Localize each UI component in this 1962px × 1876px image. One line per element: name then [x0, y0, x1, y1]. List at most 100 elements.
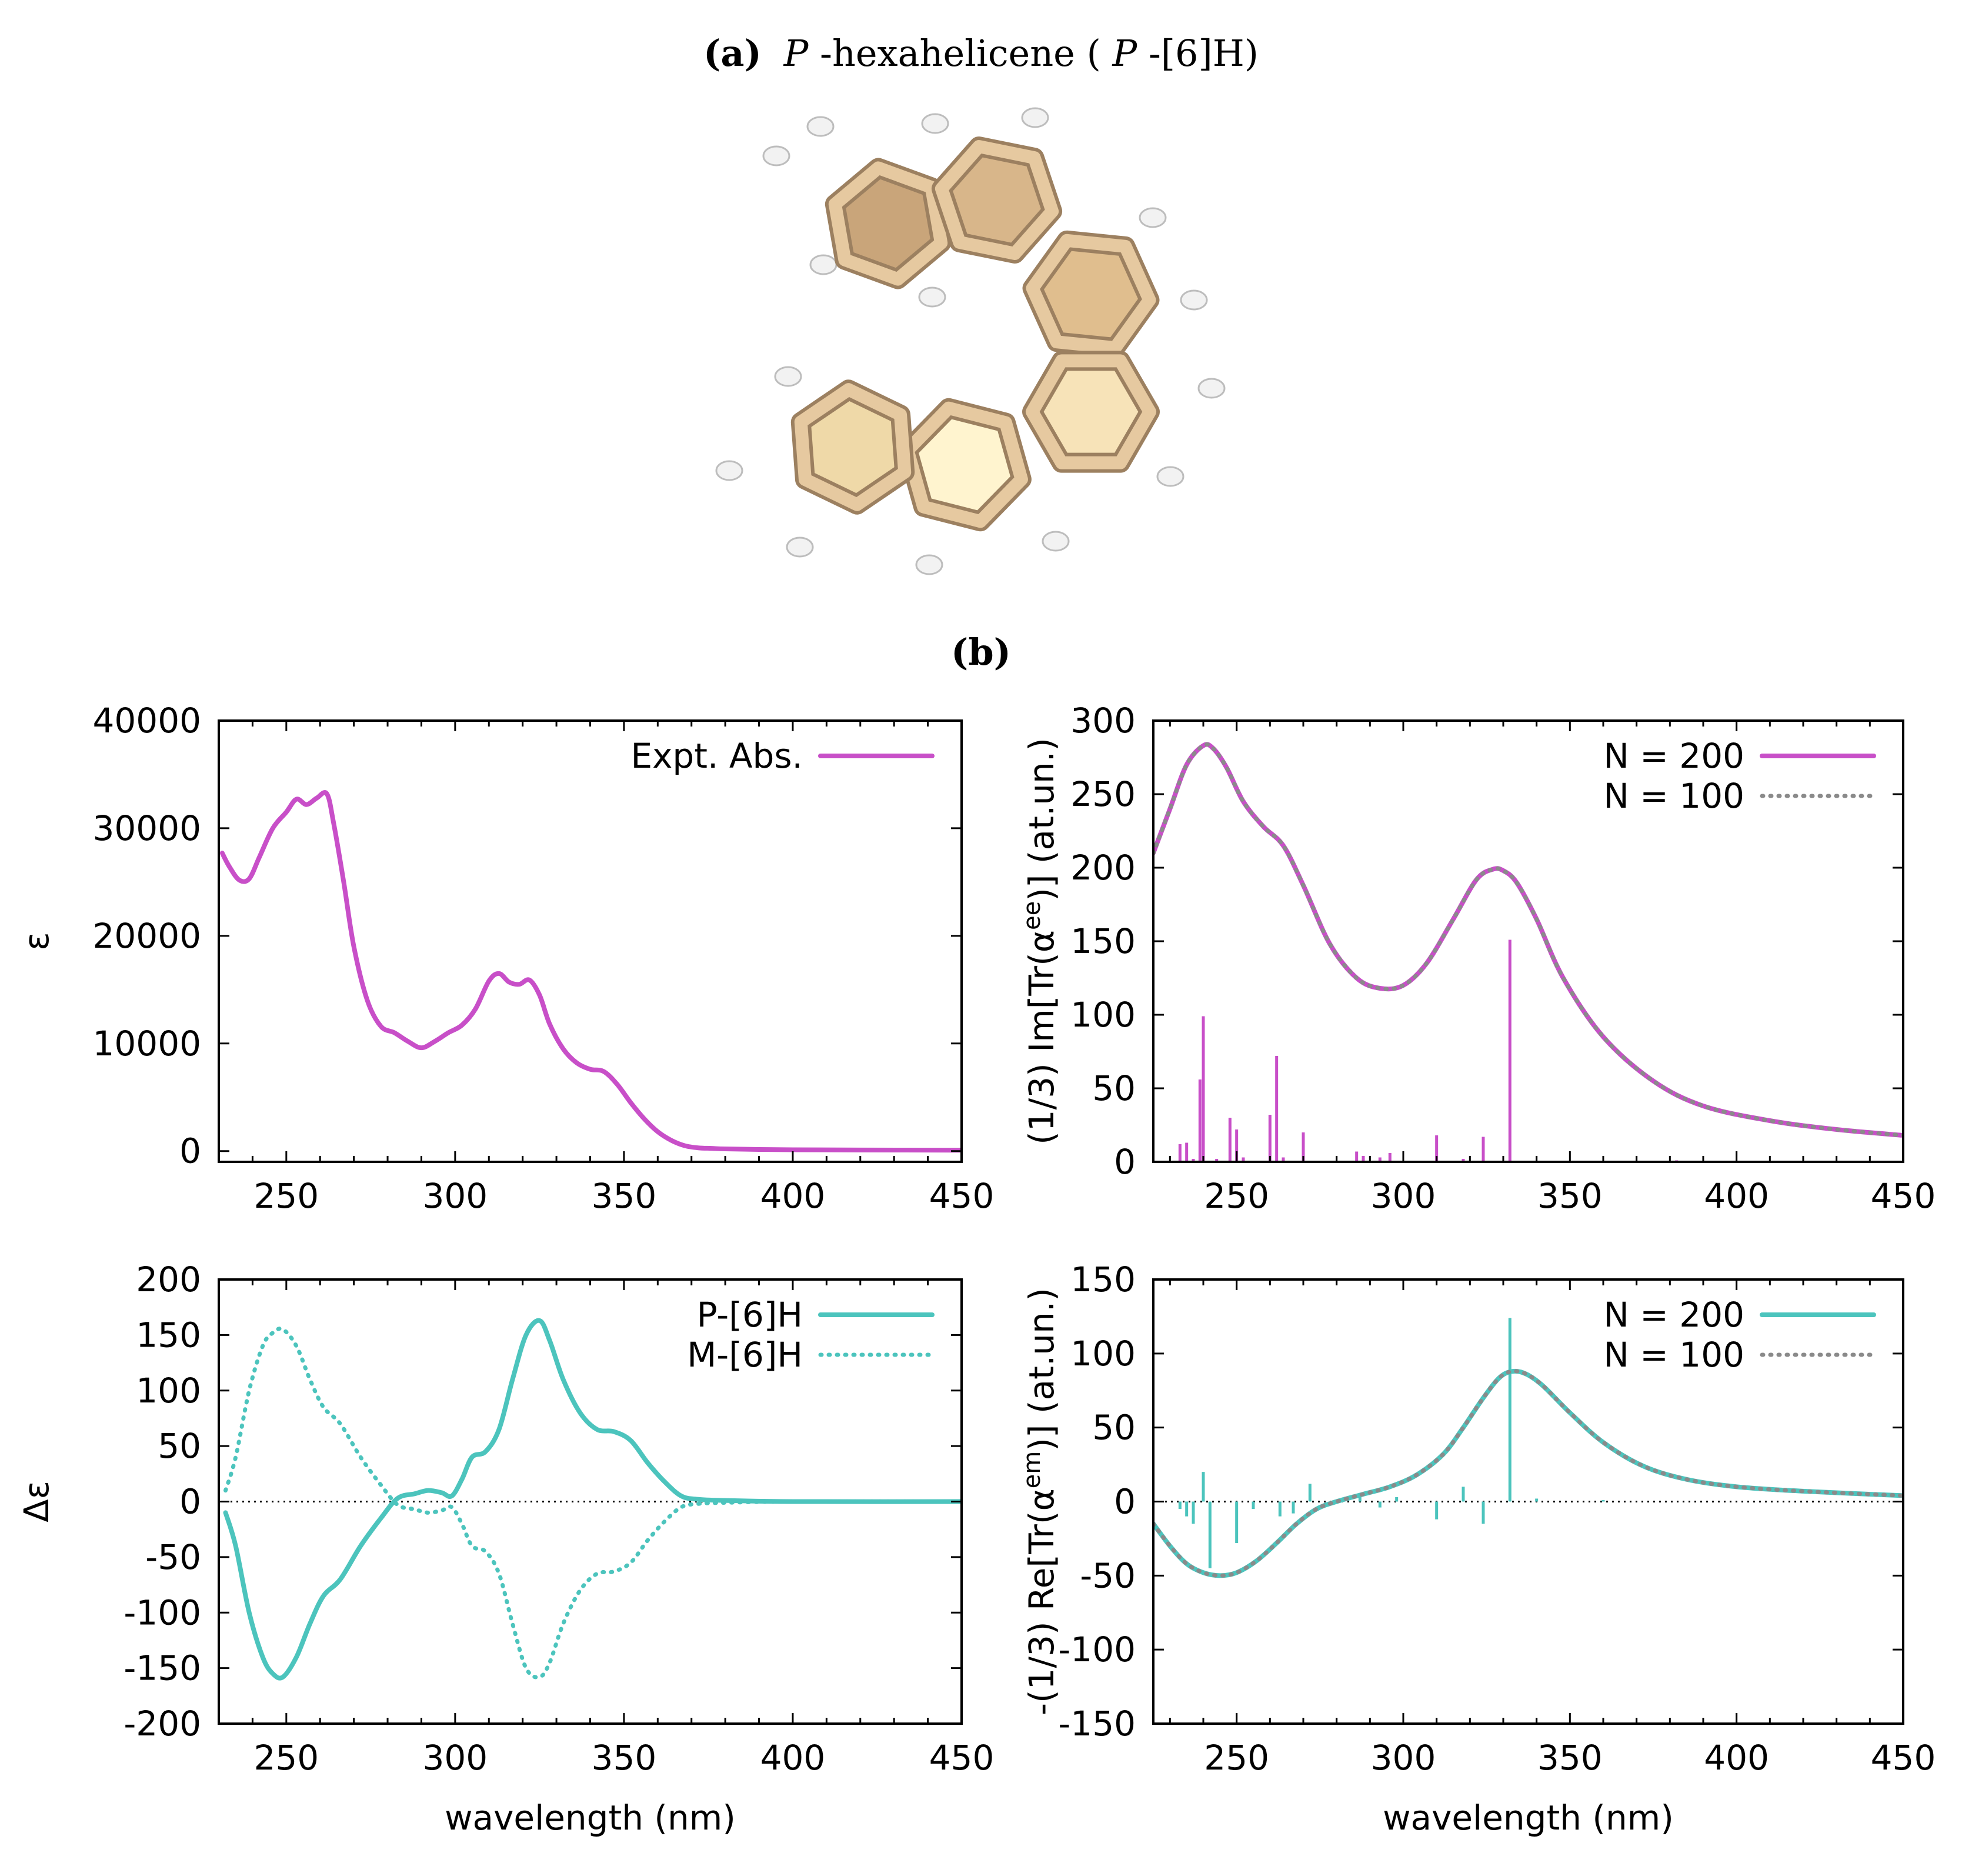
x-tick-label: 250 — [253, 1176, 319, 1216]
stick-spectrum — [1178, 1318, 1605, 1568]
y-tick-label: 100 — [136, 1371, 201, 1411]
series-expt-abs--line — [219, 790, 962, 1153]
ring-4-bonds — [1026, 354, 1156, 469]
series-p-6-h-line — [223, 1318, 962, 1681]
x-tick-label: 350 — [592, 1176, 657, 1216]
hydrogen-atom — [809, 254, 837, 275]
y-axis-label: Δε — [16, 1481, 56, 1522]
charts: 250 300 350 400 450010000200003000040000εExp… — [16, 701, 1936, 1838]
series-n-200-line — [1153, 742, 1903, 1138]
hydrogen-atom — [1042, 531, 1070, 552]
chart-exp-cd: 250 300 350 400 450 -200 -150 -100 -50 0 50 100 150 2… — [16, 1259, 994, 1838]
hydrogen-atom — [806, 116, 835, 137]
y-tick-label: 200 — [1070, 848, 1136, 888]
y-tick-label: -150 — [124, 1648, 201, 1688]
y-tick-label: -100 — [124, 1592, 201, 1632]
y-tick-label: 30000 — [92, 808, 201, 848]
y-tick-label: 50 — [1092, 1068, 1136, 1108]
legend-label: N = 200 — [1603, 736, 1744, 776]
hydrogen-atom — [921, 113, 949, 134]
legend-label: N = 100 — [1603, 1335, 1744, 1375]
y-tick-label: 0 — [1114, 1142, 1136, 1182]
legend-label: N = 200 — [1603, 1295, 1744, 1335]
hydrogen-atom — [1021, 107, 1049, 128]
x-tick-label: 400 — [760, 1176, 826, 1216]
panel-a-title: (a) P -hexahelicene ( P -[6]H) — [703, 32, 1259, 75]
series-group — [223, 1318, 962, 1681]
y-tick-label: -50 — [1080, 1555, 1136, 1595]
x-tick-label: 350 — [1537, 1176, 1603, 1216]
x-tick-label: 300 — [1371, 1738, 1436, 1778]
panel-a-title-mid: -hexahelicene ( — [820, 32, 1101, 75]
y-tick-label: 20000 — [92, 916, 201, 956]
x-tick-label: 300 — [423, 1738, 488, 1778]
y-tick-label: -200 — [124, 1704, 201, 1744]
y-tick-label: 150 — [136, 1315, 201, 1355]
legend-label: N = 100 — [1603, 776, 1744, 816]
x-tick-label: 400 — [1704, 1738, 1769, 1778]
y-tick-label: 150 — [1070, 1259, 1136, 1299]
x-axis-label: wavelength (nm) — [445, 1798, 736, 1838]
hydrogen-atom — [1156, 466, 1184, 487]
x-tick-label: 450 — [929, 1176, 995, 1216]
x-tick-label: 450 — [929, 1738, 995, 1778]
x-tick-label: 250 — [1204, 1738, 1269, 1778]
y-tick-label: 50 — [1092, 1408, 1136, 1448]
x-tick-label: 400 — [1704, 1176, 1769, 1216]
panel-b-label: (b) — [951, 631, 1011, 674]
y-tick-label: 200 — [136, 1259, 201, 1299]
series-n-100-line — [1153, 1369, 1903, 1578]
ring-3-bonds — [1026, 234, 1156, 355]
hydrogen-atom — [915, 554, 943, 575]
x-tick-label: 250 — [1204, 1176, 1269, 1216]
hydrogen-atom — [774, 366, 802, 387]
plot-frame — [218, 719, 963, 1163]
hexahelicene-molecule — [715, 107, 1226, 575]
series-group — [219, 790, 962, 1153]
y-tick-label: -50 — [145, 1537, 201, 1577]
y-axis-label: ε — [16, 932, 56, 950]
panel-a-title-italic-2: P — [1112, 32, 1137, 75]
chart-calc-cd: 250 300 350 400 450 -150 -100 -50 0 50 100 150-(1/3… — [1019, 1259, 1936, 1838]
y-tick-label: 0 — [179, 1482, 201, 1522]
y-tick-label: 0 — [1114, 1482, 1136, 1522]
x-tick-label: 450 — [1871, 1738, 1936, 1778]
y-tick-label: 250 — [1070, 774, 1136, 814]
ring-6-bonds — [794, 383, 912, 511]
x-tick-label: 450 — [1871, 1176, 1936, 1216]
series-m-6-h-line — [223, 1327, 962, 1680]
plot-frame — [1152, 719, 1904, 1163]
y-tick-label: 10000 — [92, 1024, 201, 1064]
x-tick-label: 300 — [423, 1176, 488, 1216]
y-tick-label: 300 — [1070, 701, 1136, 741]
y-axis-label: -(1/3) Re[Tr(αem)] (at.un.) — [1019, 1288, 1062, 1715]
y-tick-label: 0 — [179, 1131, 201, 1171]
series-group — [1153, 742, 1903, 1138]
x-tick-label: 350 — [1537, 1738, 1603, 1778]
y-tick-label: 100 — [1070, 1334, 1136, 1374]
y-tick-label: 100 — [1070, 995, 1136, 1035]
series-group — [1153, 1368, 1903, 1578]
chart-exp-abs: 250 300 350 400 450 0 10000 20000 30000 40000 ε Exp… — [16, 701, 994, 1216]
series-n-100-line — [1153, 742, 1903, 1138]
hydrogen-atom — [1197, 378, 1226, 399]
x-axis-label: wavelength (nm) — [1383, 1798, 1674, 1838]
legend-label: Expt. Abs. — [630, 736, 803, 776]
hydrogen-atom — [1139, 207, 1167, 228]
legend-label: P-[6]H — [697, 1295, 803, 1335]
hydrogen-atom — [918, 286, 946, 308]
hydrogen-atom — [762, 145, 790, 166]
y-tick-label: -100 — [1058, 1630, 1136, 1670]
y-tick-label: 150 — [1070, 921, 1136, 961]
series-n-200-line — [1153, 1368, 1903, 1578]
panel-a-title-italic-1: P — [783, 32, 809, 75]
ring-2-bonds — [935, 139, 1059, 261]
x-tick-label: 300 — [1371, 1176, 1436, 1216]
ring-1-bonds — [828, 161, 948, 286]
y-axis-label: (1/3) Im[Tr(αee)] (at.un.) — [1019, 738, 1062, 1145]
hydrogen-atom — [1180, 289, 1208, 311]
y-tick-label: 40000 — [92, 701, 201, 741]
stick-spectrum — [1178, 939, 1679, 1162]
